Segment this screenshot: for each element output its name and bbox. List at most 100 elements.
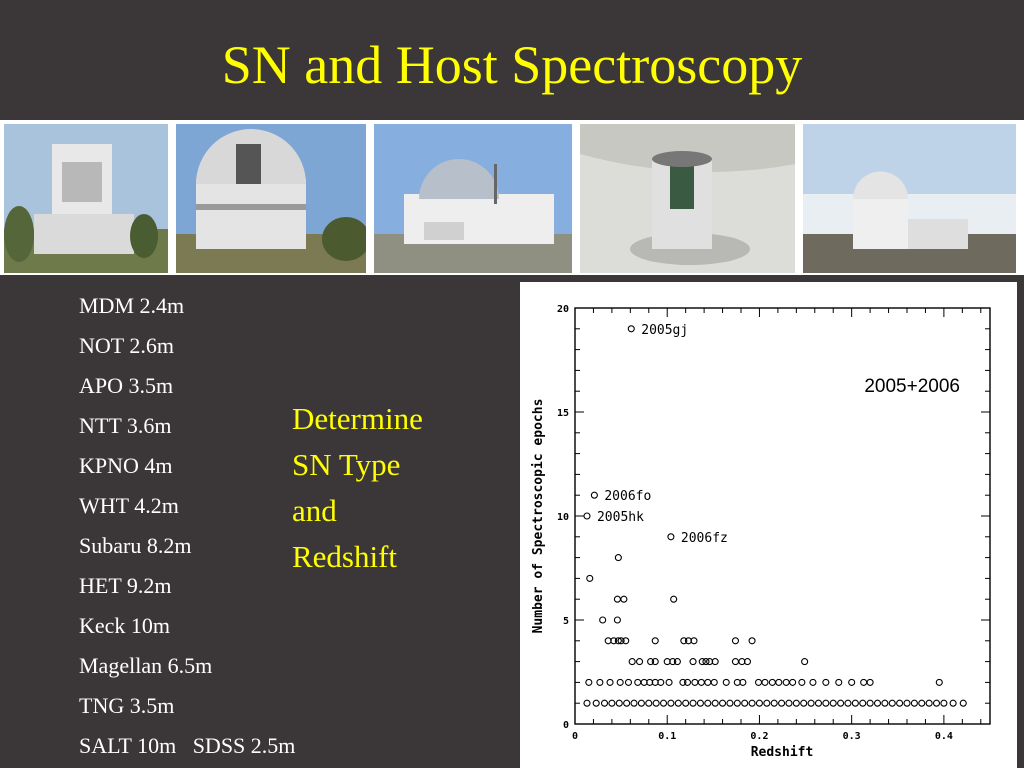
point-label: 2006fo [604,489,651,504]
x-tick-label: 0.2 [750,731,768,742]
telescope-item: Subaru 8.2m [79,533,192,558]
x-axis-label: Redshift [751,745,814,760]
data-point [710,678,718,686]
data-point [798,678,806,686]
data-point [615,699,623,707]
telescope-item: TNG 3.5m [79,693,175,718]
data-point [835,678,843,686]
data-point [935,678,943,686]
axis-ticks: 0 0.1 0.2 0.3 0.4 0 5 10 15 20 [557,304,990,742]
data-point [645,699,653,707]
data-point [674,699,682,707]
data-point [726,699,734,707]
goal-line: SN Type [292,447,401,482]
x-tick-label: 0 [572,731,578,742]
data-point [606,678,614,686]
data-point [789,678,797,686]
data-point [616,678,624,686]
telescope-item: WHT 4.2m [79,493,179,518]
data-point [622,637,630,645]
telescope-item: KPNO 4m [79,453,173,478]
data-point [782,678,790,686]
data-point [959,699,967,707]
data-point [623,699,631,707]
telescope-photo-4 [580,124,795,273]
inset-label: 2005+2006 [864,376,960,397]
point-label: 2005hk [597,510,644,525]
telescope-photo-2 [176,124,366,273]
chart-panel: 0 0.1 0.2 0.3 0.4 0 5 10 15 20 2005gj 2006fo 2005hk… [520,282,1017,768]
y-tick-label: 0 [563,720,569,731]
goal-line: and [292,493,337,528]
data-point [596,678,604,686]
data-point [731,637,740,645]
data-point [910,699,918,707]
y-tick-label: 15 [557,408,569,419]
data-point [627,325,635,333]
data-point [866,678,874,686]
data-point [628,658,636,666]
data-point [630,699,638,707]
y-axis-label: Number of Spectroscopic epochs [531,399,546,634]
data-point [586,574,594,582]
data-point [881,699,889,707]
data-point [866,699,874,707]
data-point [704,678,712,686]
data-point [696,699,704,707]
data-point [739,678,747,686]
data-point [719,699,727,707]
data-point [583,512,591,520]
data-point [698,658,706,666]
data-point [600,699,609,707]
data-point [657,678,665,686]
data-point [822,678,830,686]
data-point [651,658,659,666]
data-point [689,658,697,666]
data-point [711,658,719,666]
y-tick-label: 20 [557,304,569,315]
point-label: 2005gj [641,323,688,338]
data-point [873,699,882,707]
telescope-item: HET 9.2m [79,573,172,598]
data-point [761,678,769,686]
x-tick-label: 0.4 [935,731,953,742]
data-point [583,699,591,707]
data-point [637,699,645,707]
data-point [754,678,763,686]
data-point [679,678,687,686]
data-point [702,658,710,666]
data-point [807,699,815,707]
data-point [775,678,783,686]
data-point [669,658,677,666]
scatter-chart: 0 0.1 0.2 0.3 0.4 0 5 10 15 20 2005gj 2006fo 2005hk… [531,304,991,760]
data-point [608,699,616,707]
telescope-item: MDM 2.4m [79,293,185,318]
data-point [590,491,598,499]
data-point [711,699,719,707]
data-point [949,699,957,707]
goal-line: Determine [292,401,423,436]
data-point [925,699,933,707]
data-point [592,699,600,707]
data-point [801,658,809,666]
data-point [809,678,817,686]
data-point [599,616,607,624]
data-point [697,678,705,686]
data-point [691,678,699,686]
data-point [614,554,622,562]
data-point [636,658,644,666]
x-tick-label: 0.1 [658,731,676,742]
data-point [620,595,628,603]
data-point [680,637,688,645]
data-point [903,699,911,707]
data-point [848,678,856,686]
telescope-item: Keck 10m [79,613,171,638]
data-point [667,699,675,707]
point-labels: 2005gj 2006fo 2005hk 2006fz [597,323,728,546]
telescope-photo-strip [0,120,1024,275]
data-point [837,699,845,707]
slide-title: SN and Host Spectroscopy [221,35,803,95]
telescope-photo-3 [374,124,572,273]
data-point [800,699,808,707]
data-point [748,699,756,707]
